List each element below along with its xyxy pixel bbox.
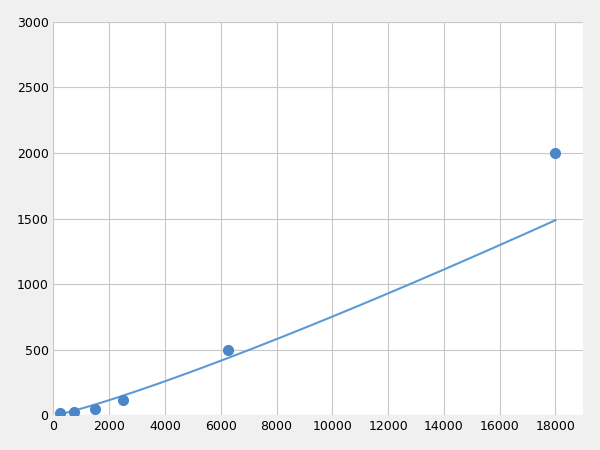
Point <box>70 408 79 415</box>
Point <box>551 149 560 157</box>
Point <box>118 396 128 403</box>
Point <box>223 346 233 353</box>
Point <box>91 405 100 413</box>
Point <box>56 410 65 417</box>
